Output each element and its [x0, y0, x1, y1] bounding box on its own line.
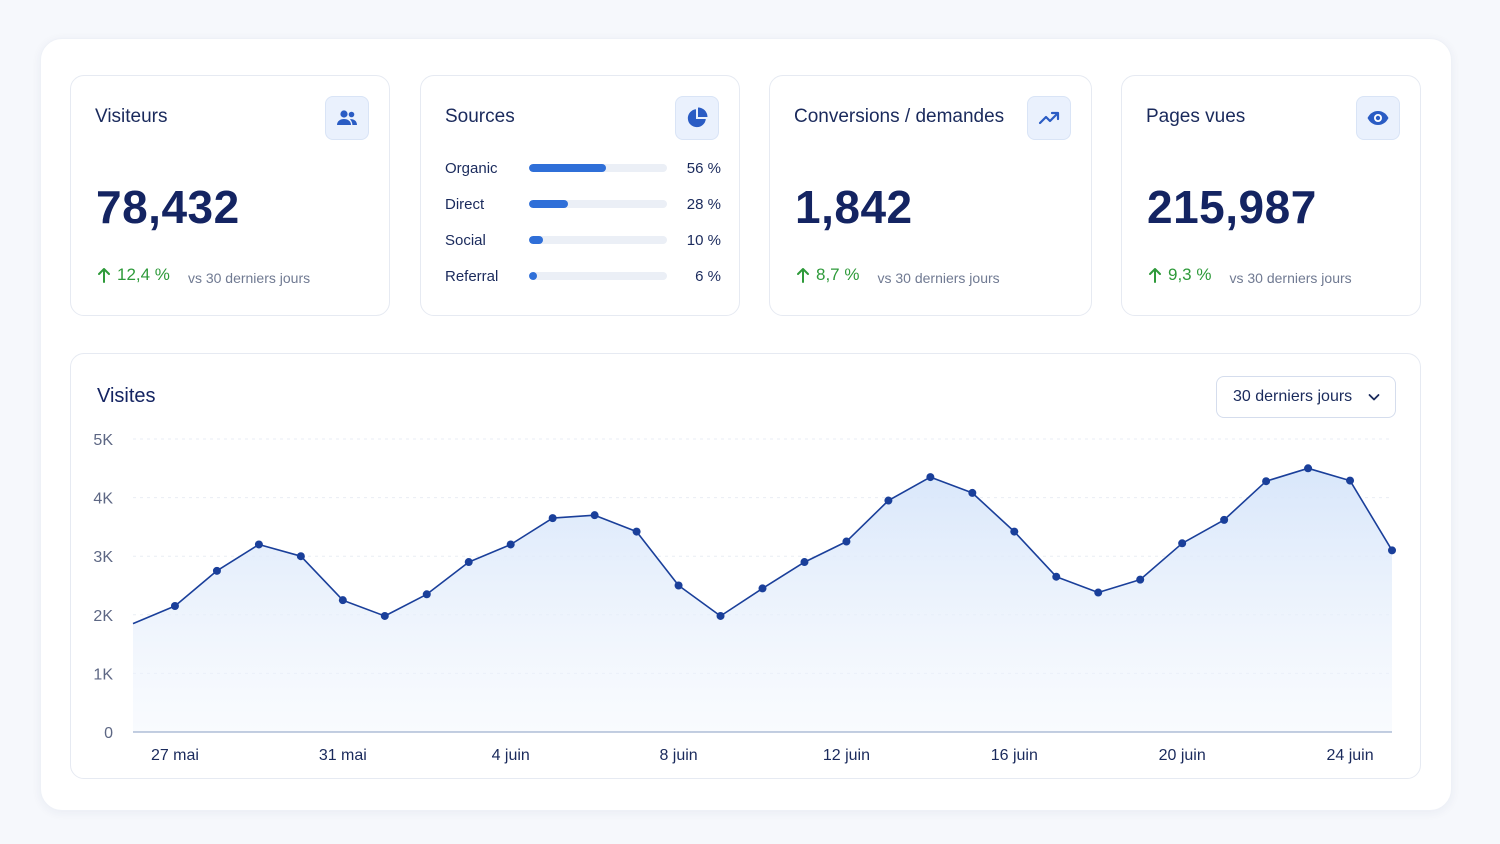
source-label: Social — [445, 231, 486, 249]
source-bar-fill — [529, 164, 607, 172]
users-icon — [325, 96, 369, 140]
data-point — [1346, 476, 1355, 485]
pie-chart-icon — [675, 96, 719, 140]
data-point — [380, 611, 389, 620]
data-point — [1052, 572, 1061, 581]
data-point — [632, 527, 641, 536]
source-label: Direct — [445, 195, 485, 213]
visitors-card: Visiteurs 78,432 12,4 % vs 30 derniers j… — [70, 75, 390, 316]
visitors-value: 78,432 — [96, 181, 240, 233]
data-point — [1010, 527, 1019, 536]
source-pct: 56 % — [686, 159, 721, 177]
eye-icon — [1356, 96, 1400, 140]
conversions-delta: 8,7 % vs 30 derniers jours — [796, 265, 1000, 286]
data-point — [1220, 515, 1229, 524]
data-point — [674, 581, 683, 590]
source-bar-fill — [529, 236, 543, 244]
pageviews-delta: 9,3 % vs 30 derniers jours — [1148, 265, 1352, 286]
x-tick-label: 16 juin — [991, 747, 1038, 764]
data-point — [758, 584, 767, 593]
visits-chart-card: 0 1K 2K 3K 4K 5K 27 mai 31 mai 4 juin 8 juin 12 ju… — [70, 353, 1421, 779]
data-point — [548, 514, 557, 523]
x-tick-label: 31 mai — [319, 747, 367, 764]
source-row-organic: Organic 56 % — [445, 158, 721, 178]
source-pct: 6 % — [695, 267, 721, 285]
data-point — [254, 540, 263, 549]
conversions-value: 1,842 — [795, 181, 913, 233]
arrow-up-icon — [98, 268, 110, 283]
visitors-delta-note: vs 30 derniers jours — [187, 270, 311, 286]
pageviews-card: Pages vues 215,987 9,3 % vs 30 derniers … — [1121, 75, 1421, 316]
visits-chart: 0 1K 2K 3K 4K 5K 27 mai 31 mai 4 juin 8 juin 12 ju… — [93, 432, 1396, 764]
x-tick-label: 4 juin — [492, 747, 530, 764]
area-fill — [133, 468, 1392, 732]
visits-title: Visites — [97, 385, 156, 407]
source-bar-track — [529, 272, 667, 280]
data-point — [422, 590, 431, 599]
x-tick-label: 12 juin — [823, 747, 870, 764]
date-range-select[interactable]: 30 derniers jours — [1216, 376, 1396, 418]
data-point — [1178, 539, 1187, 548]
y-tick-label: 1K — [93, 666, 113, 683]
data-point — [1136, 575, 1145, 584]
data-point — [1304, 464, 1313, 473]
y-tick-label: 0 — [104, 725, 113, 742]
data-point — [212, 566, 221, 575]
pageviews-value: 215,987 — [1147, 181, 1317, 233]
data-point — [800, 558, 809, 567]
source-pct: 10 % — [686, 231, 721, 249]
source-bar-track — [529, 164, 667, 172]
chevron-down-icon — [1368, 394, 1380, 401]
source-label: Referral — [445, 267, 499, 285]
pageviews-title: Pages vues — [1146, 106, 1246, 127]
data-point — [1262, 477, 1271, 486]
x-tick-label: 27 mai — [151, 747, 199, 764]
conversions-title: Conversions / demandes — [794, 106, 1005, 127]
data-point — [926, 473, 935, 482]
conversions-delta-note: vs 30 derniers jours — [877, 270, 1000, 286]
x-tick-label: 24 juin — [1326, 747, 1373, 764]
data-point — [590, 511, 599, 520]
data-point — [1388, 546, 1396, 555]
data-point — [884, 496, 893, 505]
data-point — [296, 552, 305, 561]
date-range-label: 30 derniers jours — [1233, 388, 1353, 405]
pageviews-delta-value: 9,3 % — [1168, 265, 1212, 284]
data-point — [464, 558, 473, 567]
pageviews-delta-note: vs 30 derniers jours — [1229, 270, 1352, 286]
data-point — [338, 596, 347, 605]
data-point — [968, 488, 977, 497]
source-row-direct: Direct 28 % — [445, 194, 721, 214]
data-point — [170, 602, 179, 611]
data-point — [716, 611, 725, 620]
x-tick-label: 8 juin — [659, 747, 697, 764]
sources-title: Sources — [445, 106, 515, 127]
y-tick-label: 3K — [93, 549, 113, 566]
source-label: Organic — [445, 159, 498, 177]
source-bar-track — [529, 200, 667, 208]
x-tick-label: 20 juin — [1159, 747, 1206, 764]
visitors-delta-value: 12,4 % — [117, 265, 170, 284]
visitors-title: Visiteurs — [95, 106, 168, 127]
arrow-up-icon — [797, 268, 809, 283]
sources-card: Sources Organic 56 % Direct 28 % Social … — [420, 75, 740, 316]
arrow-up-icon — [1149, 268, 1161, 283]
y-tick-label: 4K — [93, 491, 113, 508]
y-tick-label: 5K — [93, 432, 113, 449]
data-point — [1094, 588, 1103, 597]
data-point — [506, 540, 515, 549]
source-row-social: Social 10 % — [445, 230, 721, 250]
data-point — [842, 537, 851, 546]
source-pct: 28 % — [686, 195, 721, 213]
y-tick-label: 2K — [93, 608, 113, 625]
conversions-delta-value: 8,7 % — [816, 265, 860, 284]
source-bar-fill — [529, 200, 568, 208]
source-bar-fill — [529, 272, 538, 280]
visitors-delta: 12,4 % vs 30 derniers jours — [97, 265, 310, 286]
trending-up-icon — [1027, 96, 1071, 140]
conversions-card: Conversions / demandes 1,842 8,7 % vs 30… — [769, 75, 1092, 316]
source-row-referral: Referral 6 % — [445, 266, 721, 286]
source-bar-track — [529, 236, 667, 244]
